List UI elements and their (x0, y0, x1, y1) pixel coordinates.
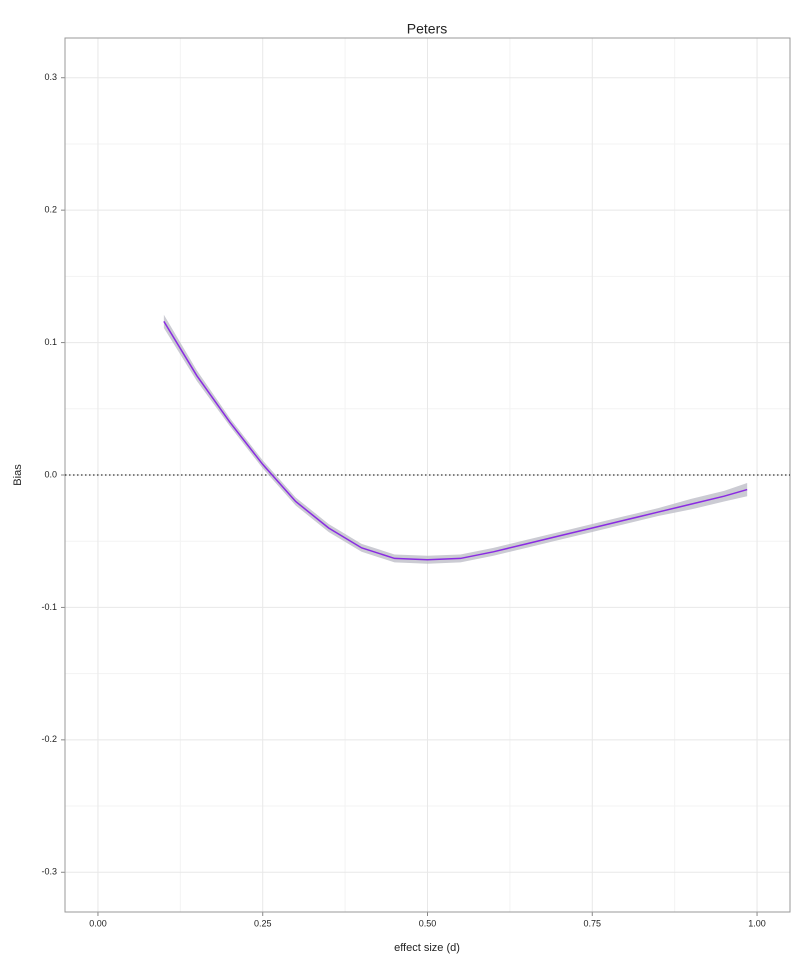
y-tick-label: -0.1 (41, 602, 57, 612)
y-tick-label: 0.1 (44, 337, 57, 347)
trend-line (163, 320, 748, 561)
x-axis-label: effect size (d) (394, 942, 460, 954)
y-tick-label: -0.3 (41, 867, 57, 877)
y-axis-label: Bias (12, 464, 24, 486)
confidence-ribbon (163, 314, 748, 564)
x-tick-label: 0.25 (254, 918, 272, 928)
y-tick-label: -0.2 (41, 734, 57, 744)
y-tick-label: 0.0 (44, 469, 57, 479)
y-tick-label: 0.2 (44, 205, 57, 215)
x-tick-label: 0.75 (584, 918, 602, 928)
x-tick-label: 0.00 (89, 918, 107, 928)
y-tick-label: 0.3 (44, 72, 57, 82)
chart-title: Peters (407, 21, 447, 37)
x-tick-label: 1.00 (748, 918, 766, 928)
x-tick-label: 0.50 (419, 918, 437, 928)
